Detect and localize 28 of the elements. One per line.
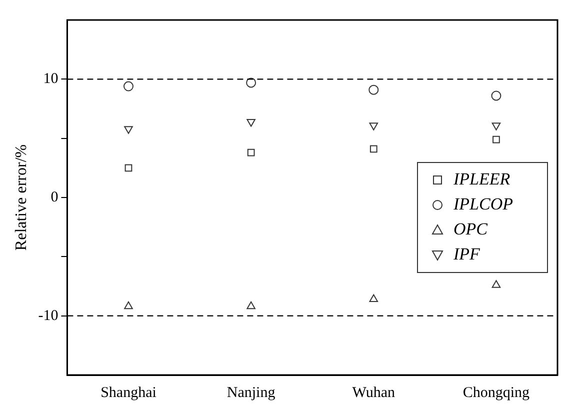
- legend-label: IPLCOP: [452, 194, 513, 214]
- x-tick-label: Nanjing: [226, 384, 276, 401]
- point: [491, 90, 502, 101]
- point: [246, 119, 256, 127]
- point: [492, 122, 501, 130]
- legend-label: IPF: [452, 244, 481, 264]
- point: [123, 81, 134, 92]
- y-axis-title: Relative error/%: [12, 144, 30, 251]
- legend-label: IPLEER: [452, 169, 511, 188]
- point: [124, 126, 133, 134]
- x-tick-label: Wuhan: [352, 384, 396, 401]
- point: [246, 301, 256, 310]
- point: [124, 301, 133, 310]
- point: [369, 294, 378, 302]
- y-tick-label: 10: [43, 71, 58, 88]
- point: [124, 164, 132, 172]
- legend-label: OPC: [454, 219, 488, 238]
- point: [370, 145, 378, 153]
- x-tick-label: Shanghai: [100, 384, 156, 401]
- x-tick-label: Chongqing: [462, 384, 530, 401]
- y-tick-label: -10: [38, 308, 58, 324]
- point: [246, 78, 256, 88]
- point: [492, 280, 501, 288]
- point: [369, 122, 378, 130]
- point: [247, 148, 255, 156]
- point: [492, 136, 500, 144]
- y-tick-label: 0: [50, 189, 58, 206]
- point: [368, 84, 379, 95]
